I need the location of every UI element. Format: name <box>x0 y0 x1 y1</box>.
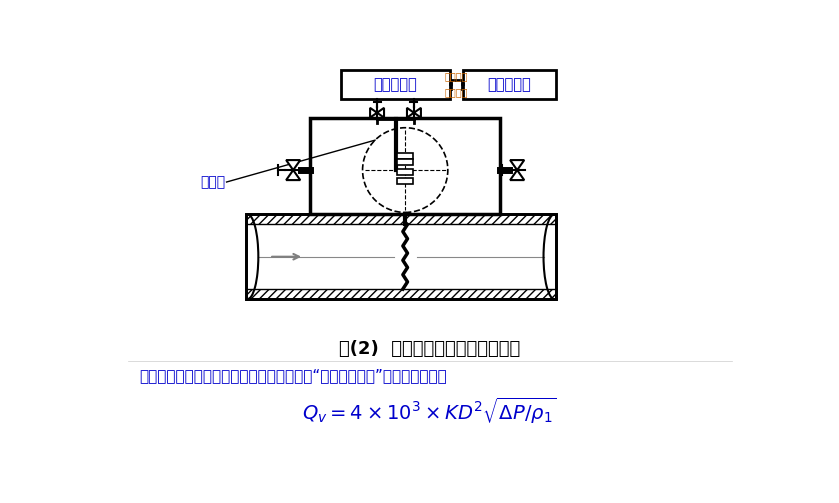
Bar <box>246 214 556 299</box>
Polygon shape <box>510 160 524 170</box>
Bar <box>398 169 413 175</box>
Polygon shape <box>414 108 421 118</box>
Text: 流量计: 流量计 <box>200 175 225 189</box>
Polygon shape <box>407 108 414 118</box>
Bar <box>398 153 413 159</box>
Text: 差压变送器: 差压变送器 <box>373 77 417 92</box>
Text: 忽略一些影响不大的因素，按速算式推导出“阿牛巴流量计”的理论方程式：: 忽略一些影响不大的因素，按速算式推导出“阿牛巴流量计”的理论方程式： <box>140 369 447 384</box>
Polygon shape <box>370 108 377 118</box>
Bar <box>246 214 556 224</box>
Bar <box>246 289 556 299</box>
Bar <box>463 69 556 99</box>
Bar <box>310 118 500 214</box>
Bar <box>341 69 450 99</box>
Polygon shape <box>286 170 300 180</box>
Bar <box>246 214 556 299</box>
Bar <box>398 178 413 184</box>
Text: 图(2)  阿牛巴流量计工作原理简图: 图(2) 阿牛巴流量计工作原理简图 <box>339 340 520 358</box>
Text: 通讯协议: 通讯协议 <box>445 71 468 81</box>
Polygon shape <box>510 170 524 180</box>
Polygon shape <box>377 108 384 118</box>
Text: 电流信号: 电流信号 <box>445 88 468 97</box>
Text: 流量计算机: 流量计算机 <box>487 77 531 92</box>
Text: $Q_v=4\times10^3\times KD^2\sqrt{\Delta P/\rho_1}$: $Q_v=4\times10^3\times KD^2\sqrt{\Delta … <box>302 395 557 426</box>
Bar <box>398 159 413 165</box>
Polygon shape <box>286 160 300 170</box>
